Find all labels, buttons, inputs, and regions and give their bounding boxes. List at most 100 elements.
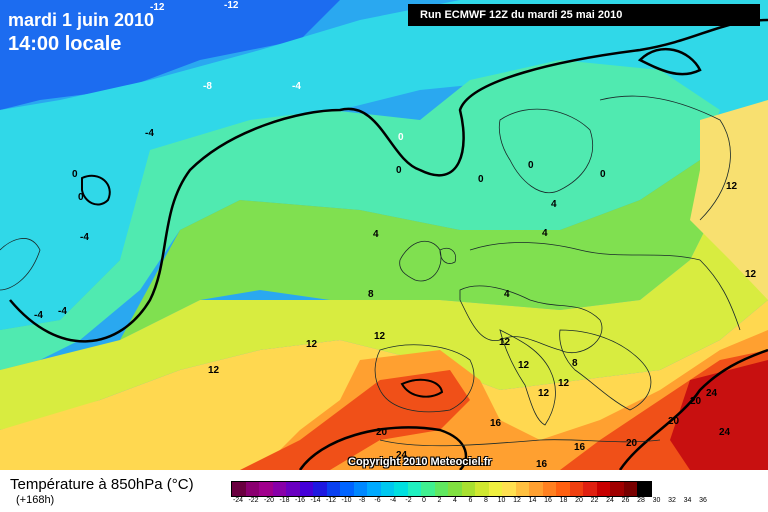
variable-name: Température à 850hPa (°C) [10, 476, 194, 493]
color-scale-tick: 36 [699, 497, 707, 504]
color-scale-swatch [623, 482, 637, 496]
map-label: 0 [398, 132, 404, 143]
map-label: 0 [72, 169, 78, 180]
map-label: 16 [536, 459, 548, 470]
map-label: -4 [145, 128, 154, 139]
field-green [120, 160, 720, 340]
map-label: 24 [719, 427, 731, 438]
map-label: 12 [518, 360, 530, 371]
color-scale-swatch [232, 482, 246, 496]
color-scale-swatch [569, 482, 583, 496]
color-scale-swatch [326, 482, 340, 496]
color-scale-swatch [340, 482, 354, 496]
map-label: 20 [690, 396, 702, 407]
color-scale-tick: -12 [325, 497, 337, 504]
map-label: 20 [668, 416, 680, 427]
forecast-date: mardi 1 juin 2010 [8, 10, 155, 30]
color-scale-swatch [542, 482, 556, 496]
color-scale-swatch [475, 482, 489, 496]
color-scale-tick: 28 [637, 497, 645, 504]
map-label: -4 [292, 81, 301, 92]
color-scale-tick: -24 [232, 497, 244, 504]
color-scale-tick: 0 [422, 497, 426, 504]
color-scale-swatch [367, 482, 381, 496]
color-scale-swatch [421, 482, 435, 496]
color-scale-tick: 30 [652, 497, 661, 504]
color-scale-swatch [556, 482, 570, 496]
forecast-hour: (+168h) [16, 494, 55, 506]
isotherm-zero-island [81, 174, 111, 206]
map-label: 4 [551, 199, 557, 210]
map-label: 12 [558, 378, 570, 389]
color-scale-swatch [407, 482, 421, 496]
map-label: 0 [478, 174, 484, 185]
color-scale-tick: 6 [468, 497, 473, 504]
color-scale-tick: 24 [606, 497, 614, 504]
color-scale-swatch [245, 482, 259, 496]
color-scale-tick: -4 [389, 497, 397, 504]
color-scale-ticks: -24 -22 -20 -18 -16 -14 -12 -10 -8 -6 -4 -2 0 2 4 6 8 10 1… [231, 497, 711, 509]
color-scale-swatch [502, 482, 516, 496]
color-scale-swatch [353, 482, 367, 496]
color-scale-tick: -6 [374, 497, 381, 504]
color-scale-tick: -18 [279, 497, 290, 504]
color-scale-swatch [272, 482, 286, 496]
map-label: -4 [34, 310, 43, 321]
color-scale-swatch [448, 482, 462, 496]
field-yellow-green [0, 150, 768, 430]
map-label: 0 [528, 160, 534, 171]
field-teal [0, 60, 720, 370]
color-scale-tick: -8 [358, 497, 366, 504]
color-scale-tick: -2 [405, 497, 412, 504]
color-scale-tick: -20 [263, 497, 275, 504]
color-scale-swatch [434, 482, 448, 496]
color-scale-tick: 34 [683, 497, 692, 504]
map-label: 12 [745, 269, 757, 280]
field-warm-east [690, 100, 768, 300]
isotherm-20-spain [400, 378, 444, 398]
color-scale-swatch [610, 482, 624, 496]
field-very-cold [0, 0, 340, 110]
color-scale-swatch [286, 482, 300, 496]
map-label: 12 [726, 181, 738, 192]
map-label: 0 [78, 192, 84, 203]
isotherm-20-west [298, 426, 468, 470]
map-label: 16 [574, 442, 586, 453]
map-label: 4 [542, 228, 548, 239]
color-scale-tick: 18 [559, 497, 568, 504]
color-scale-swatch [637, 482, 651, 496]
color-scale-tick: -10 [341, 497, 352, 504]
map-label: 12 [374, 331, 386, 342]
color-scale-tick: 14 [528, 497, 537, 504]
color-scale-tick: 2 [437, 497, 442, 504]
color-scale-swatch [394, 482, 408, 496]
color-scale-tick: -22 [248, 497, 259, 504]
color-scale-tick: 8 [484, 497, 488, 504]
color-scale-tick: 26 [621, 497, 630, 504]
copyright: Copyright 2010 Meteociel.fr [348, 456, 492, 468]
temperature-map: -12 -12 -8 -4 -4 0 0 -4 -4 -4 0 0 0 0 4 … [0, 0, 768, 470]
color-scale-swatch [529, 482, 543, 496]
map-label: -4 [80, 232, 89, 243]
map-label: 12 [538, 388, 550, 399]
model-run-label: Run ECMWF 12Z du mardi 25 mai 2010 [408, 4, 760, 26]
color-scale-swatch [515, 482, 529, 496]
map-label: 8 [368, 289, 374, 300]
map-label: 8 [572, 358, 578, 369]
color-scale-swatch [596, 482, 610, 496]
forecast-time: 14:00 locale [8, 33, 122, 55]
color-scale [231, 481, 652, 497]
map-label: 0 [600, 169, 606, 180]
map-labels: -12 -12 -8 -4 -4 0 0 -4 -4 -4 0 0 0 0 4 … [34, 0, 757, 470]
field-red [240, 350, 768, 470]
color-scale-tick: -14 [310, 497, 321, 504]
color-scale-tick: 10 [497, 497, 506, 504]
color-scale-swatch [583, 482, 597, 496]
color-scale-tick: 22 [590, 497, 599, 504]
color-scale-swatch [461, 482, 475, 496]
map-label: 12 [499, 337, 511, 348]
isotherm-zero [9, 18, 768, 343]
map-label: -4 [58, 306, 67, 317]
color-scale-tick: 4 [453, 497, 457, 504]
map-label: -12 [150, 2, 165, 13]
